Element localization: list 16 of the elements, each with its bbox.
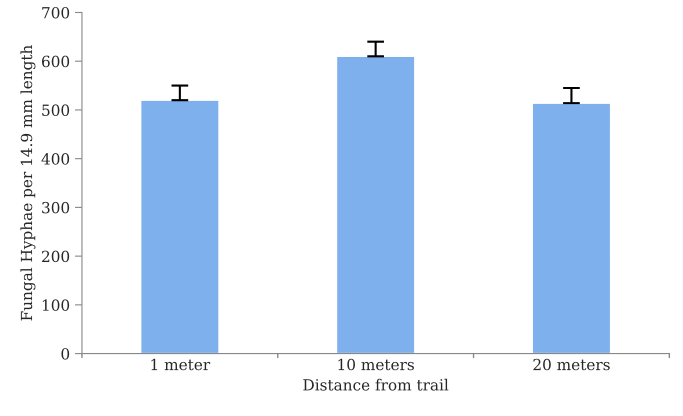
x-tick-label: 20 meters	[533, 358, 610, 370]
bar	[532, 102, 612, 354]
y-tick-label: 700	[42, 6, 70, 18]
y-tick-label: 100	[42, 299, 70, 311]
y-tick-label: 400	[41, 153, 70, 165]
x-axis-title: Distance from trail	[303, 378, 448, 391]
y-tick-label: 500	[42, 104, 70, 116]
y-tick-label: 600	[42, 56, 70, 68]
y-tick-label: 300	[42, 202, 70, 214]
y-axis-title: Fungal Hyphae per 14.9 mm length	[20, 45, 36, 321]
y-tick-label: 200	[42, 250, 70, 262]
bar	[336, 56, 416, 354]
bar	[140, 100, 220, 354]
y-tick-label: 0	[61, 348, 70, 360]
x-tick-label: 1 meter	[151, 358, 210, 370]
x-tick-label: 10 meters	[338, 358, 414, 370]
